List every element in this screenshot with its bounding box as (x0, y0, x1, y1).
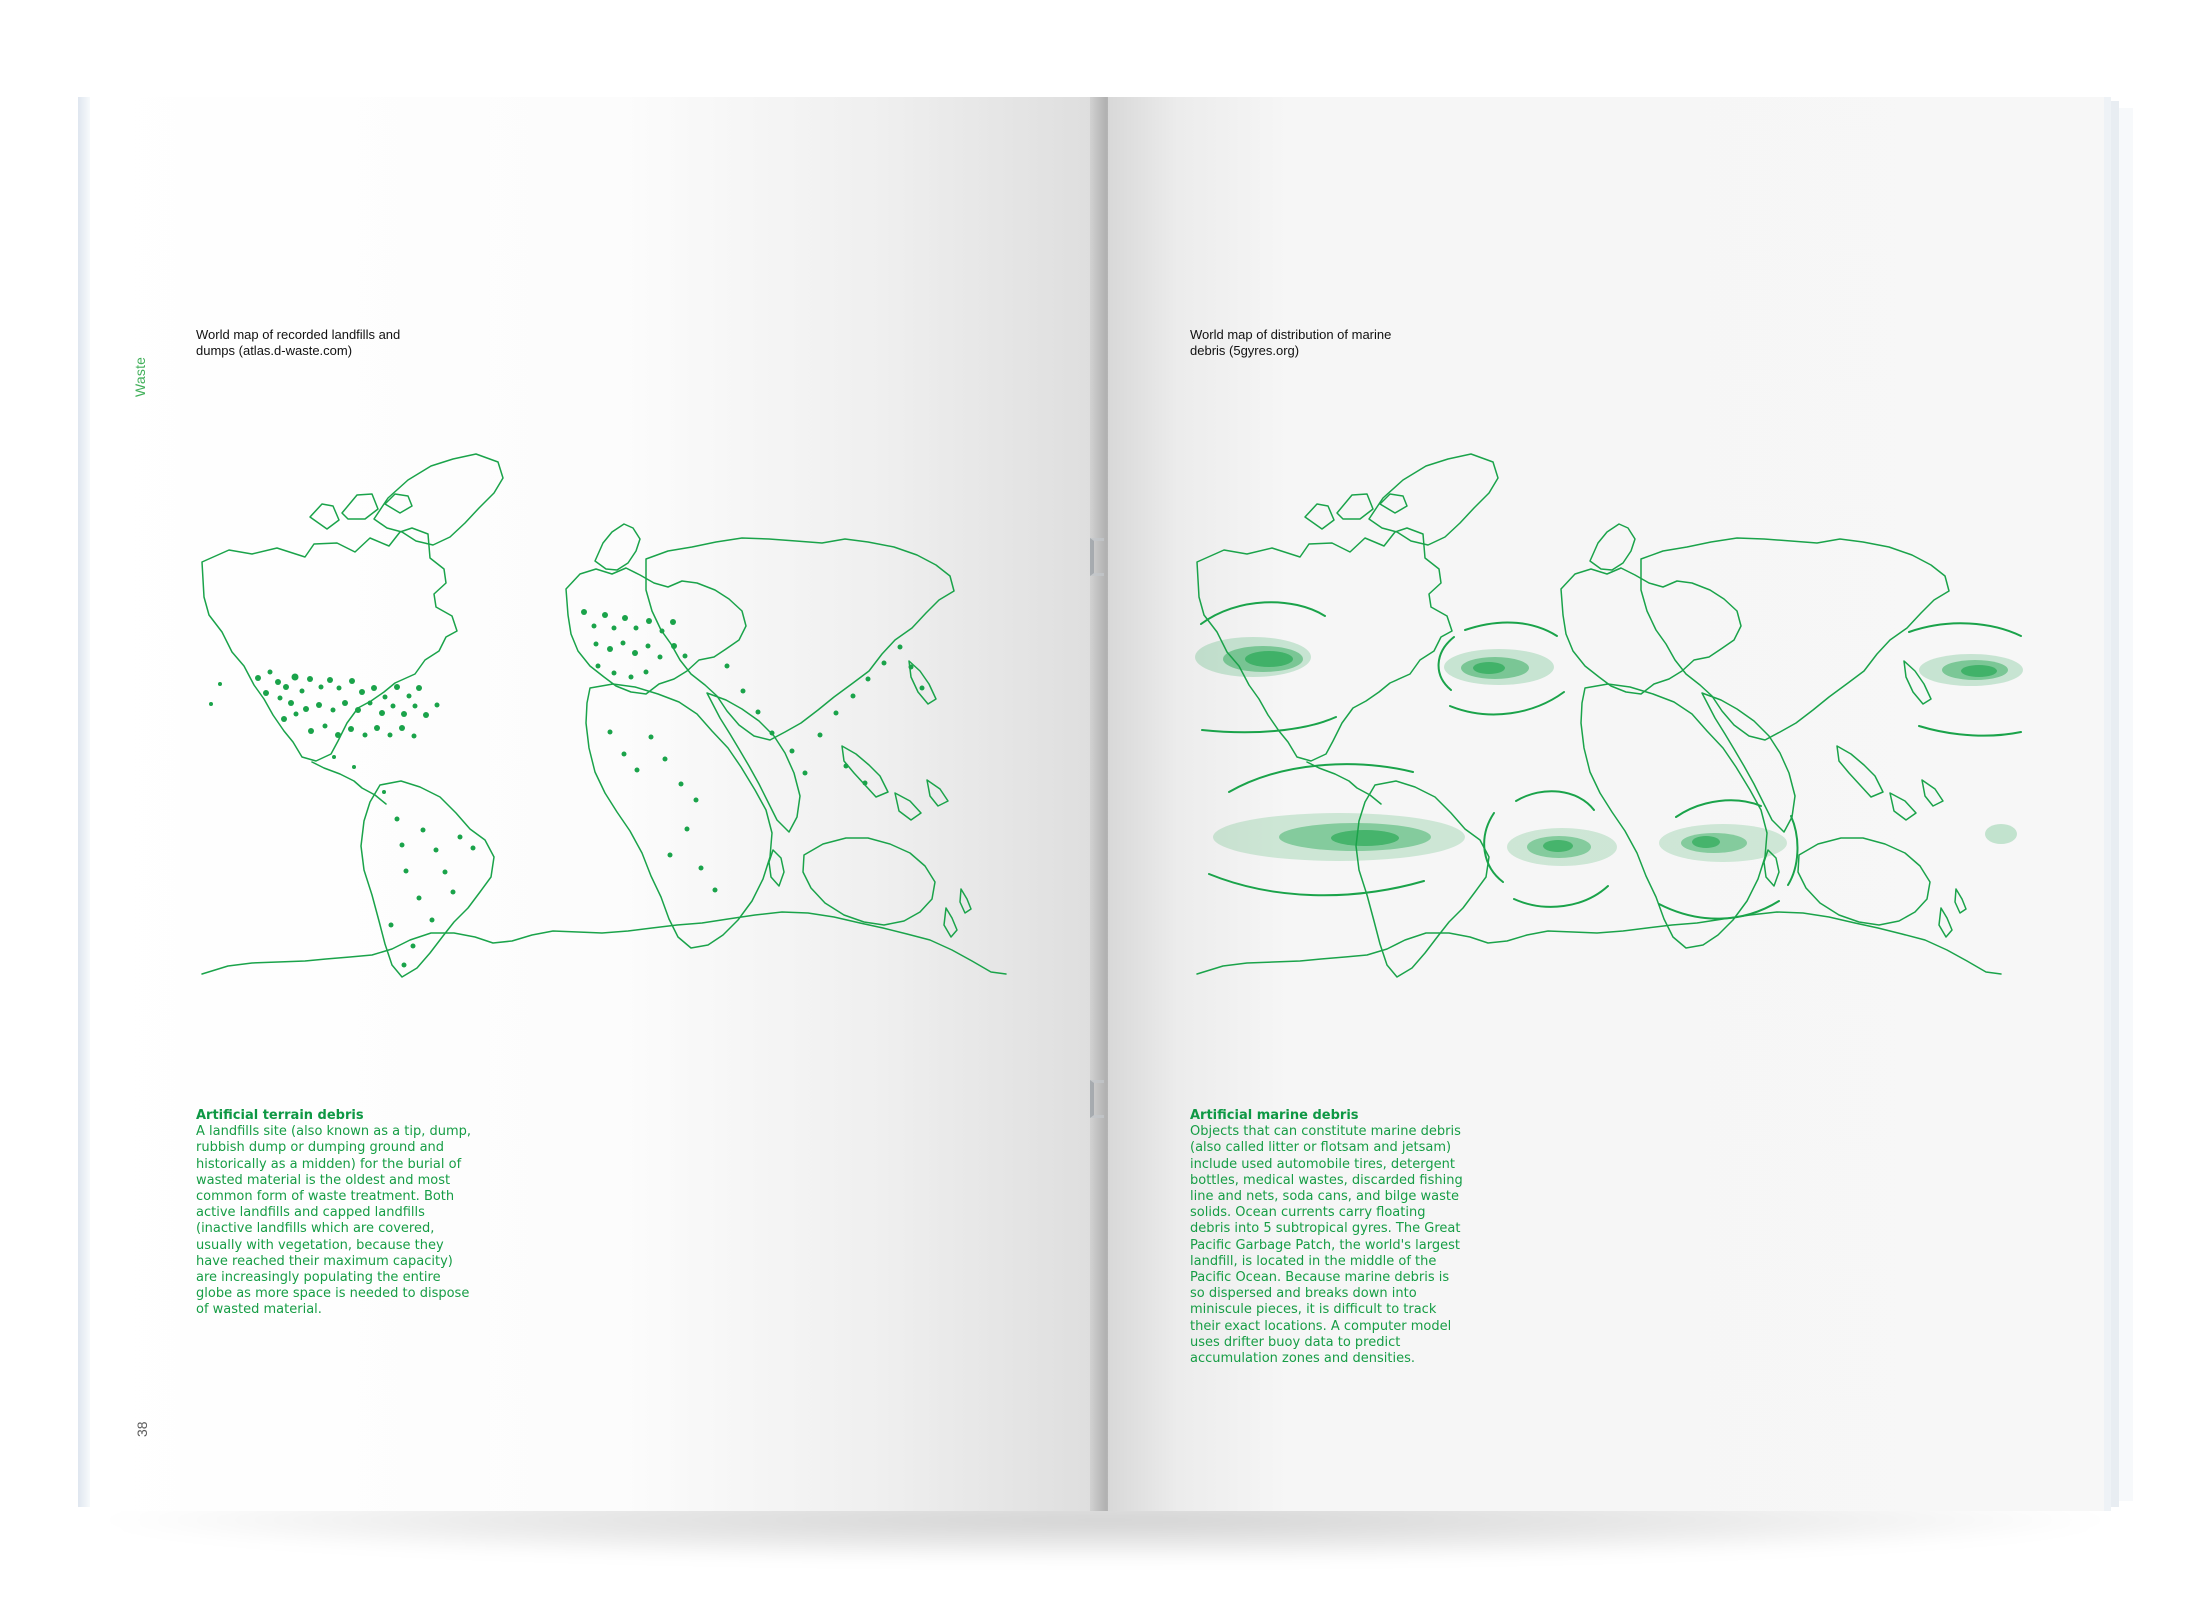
landfill-points (209, 609, 925, 968)
landfill-map-caption-line-2: dumps (atlas.d-waste.com) (196, 343, 353, 358)
greenland-outline (1368, 453, 1499, 546)
right-page: World map of distribution of marine debr… (1108, 97, 2110, 1511)
binding-clip-top (1090, 538, 1104, 576)
north-atlantic-gyre-arrow-bottom (1449, 691, 1565, 716)
middle-east-india-outline (1701, 692, 1796, 833)
australia-outline (802, 837, 936, 926)
north-pacific-gyre-arrow-bottom (1201, 716, 1337, 734)
madagascar-outline (768, 849, 785, 887)
canadian-arctic-islands (309, 493, 413, 530)
world-outline-marine (1196, 453, 2002, 978)
page-number: 38 (134, 1421, 150, 1437)
scandinavia-outline (594, 523, 641, 571)
north-atlantic-gyre-arrow-left (1437, 636, 1455, 691)
japan-outline (908, 660, 937, 705)
antarctica-outline (201, 911, 1007, 975)
west-pacific-gyre-arrow-bottom (1918, 725, 2022, 737)
southeast-asia-islands (1836, 745, 1944, 821)
right-page-edge-a (2104, 97, 2111, 1511)
south-america-outline (1355, 780, 1490, 978)
europe-outline (1560, 567, 1742, 695)
marine-map-caption-line-1: World map of distribution of marine (1190, 327, 1392, 342)
madagascar-outline (1763, 849, 1780, 887)
australia-outline (1797, 837, 1931, 926)
southeast-asia-islands (841, 745, 949, 821)
new-zealand-outline (1938, 888, 1967, 938)
indian-ocean-gyre-arrow-bottom (1658, 900, 1780, 920)
ocean-current-arrows (1200, 601, 2022, 920)
scandinavia-outline (1589, 523, 1636, 571)
landfill-world-map (201, 453, 1007, 978)
south-atlantic-gyre-arrow-left (1483, 812, 1504, 883)
landfill-article: Artificial terrain debris A landfills si… (196, 1108, 471, 1319)
south-atlantic-gyre-arrow-top (1515, 790, 1595, 811)
north-america-outline (201, 527, 458, 762)
left-page: Waste World map of recorded landfills an… (90, 97, 1108, 1511)
canadian-arctic-islands (1304, 493, 1408, 530)
marine-map-caption-line-2: debris (5gyres.org) (1190, 343, 1300, 358)
marine-debris-world-map (1195, 453, 2023, 978)
left-page-edge (78, 97, 90, 1507)
africa-outline (585, 683, 773, 949)
asia-outline (1640, 537, 1950, 741)
landfill-map-caption: World map of recorded landfills and dump… (196, 327, 446, 359)
south-america-outline (360, 780, 495, 978)
south-atlantic-gyre-arrow-bottom (1513, 885, 1609, 908)
europe-outline (565, 567, 747, 695)
marine-debris-clusters (1195, 637, 2023, 866)
landfill-article-body: A landfills site (also known as a tip, d… (196, 1124, 471, 1318)
north-america-outline (1196, 527, 1453, 762)
marine-article-title: Artificial marine debris (1190, 1108, 1359, 1123)
landfill-article-title: Artificial terrain debris (196, 1108, 364, 1123)
africa-outline (1580, 683, 1768, 949)
world-outline-landfill (201, 453, 1007, 978)
central-america-outline (1306, 761, 1382, 805)
right-page-edge-b (2111, 101, 2119, 1507)
antarctica-outline (1196, 911, 2002, 975)
west-pacific-gyre-arrow-top (1908, 622, 2022, 637)
asia-outline (645, 537, 955, 741)
middle-east-india-outline (706, 692, 801, 833)
greenland-outline (373, 453, 504, 546)
right-page-edge-c (2119, 108, 2133, 1501)
japan-outline (1903, 660, 1932, 705)
south-pacific-gyre-arrow-top (1228, 763, 1414, 793)
north-pacific-gyre-arrow-top (1200, 601, 1326, 625)
north-atlantic-gyre-arrow-top (1464, 621, 1558, 637)
binding-clip-bottom (1090, 1080, 1104, 1118)
marine-article: Artificial marine debris Objects that ca… (1190, 1108, 1465, 1367)
indian-ocean-gyre-arrow-top (1675, 799, 1762, 818)
section-label: Waste (132, 356, 148, 397)
marine-article-body: Objects that can constitute marine debri… (1190, 1124, 1463, 1367)
landfill-map-caption-line-1: World map of recorded landfills and (196, 327, 401, 342)
indian-ocean-gyre-arrow-right (1787, 815, 1799, 886)
new-zealand-outline (943, 888, 972, 938)
marine-map-caption: World map of distribution of marine debr… (1190, 327, 1440, 359)
south-pacific-gyre-arrow-bottom (1208, 873, 1425, 897)
central-america-outline (311, 761, 387, 805)
